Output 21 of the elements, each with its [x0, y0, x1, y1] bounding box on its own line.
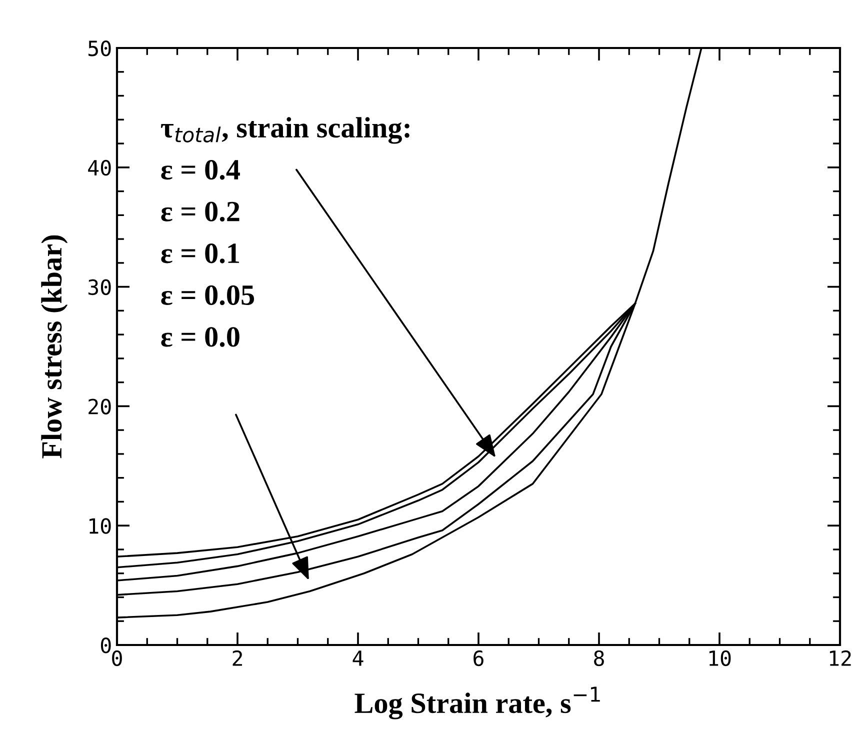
annotation: ε = 0.1: [161, 244, 239, 264]
y-tick-label: 30: [88, 279, 111, 296]
x-axis-title: Log Strain rate, s$^{−1}$: [354, 686, 600, 720]
y-tick-label: 10: [90, 518, 111, 534]
y-axis-title: Flow stress (kbar): [41, 235, 68, 458]
x-tick-label: 12: [830, 650, 851, 666]
y-tick-label: 20: [88, 398, 111, 414]
x-tick-label: 8: [594, 650, 604, 666]
y-tick-label: 0: [100, 638, 111, 654]
annotation: ε = 0.4: [161, 160, 240, 180]
x-tick-label: 10: [709, 650, 731, 666]
annotation: ε = 0.2: [161, 202, 240, 222]
x-tick-label: 2: [232, 650, 242, 666]
x-tick-label: 0: [112, 650, 122, 666]
annotation: τ$_{total}$, strain scaling:: [160, 117, 410, 144]
x-tick-label: 4: [352, 650, 364, 666]
x-tick-label: 6: [474, 650, 484, 666]
annotation: ε = 0.0: [161, 327, 240, 347]
annotation: ε = 0.05: [161, 285, 254, 306]
y-tick-label: 50: [88, 40, 111, 56]
y-tick-label: 40: [88, 160, 111, 176]
